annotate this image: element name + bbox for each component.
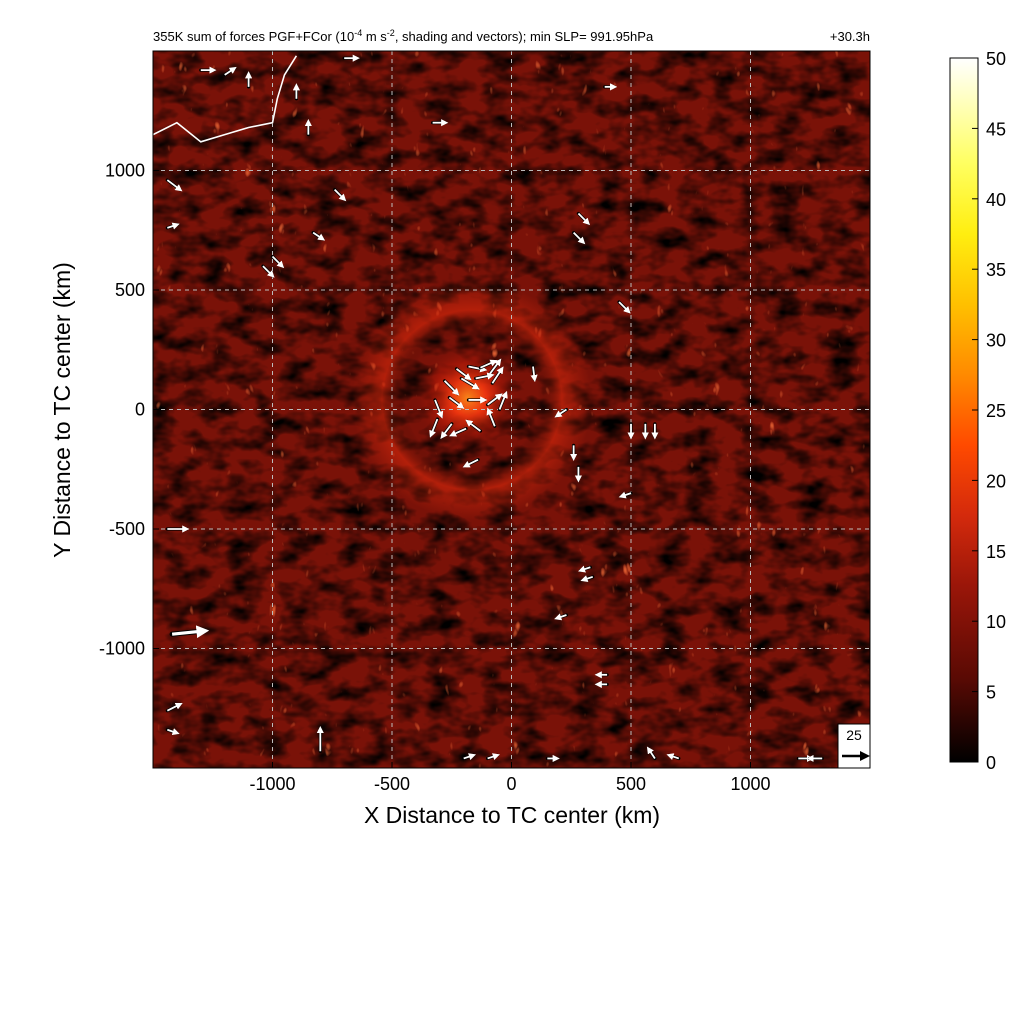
force-vector (465, 419, 481, 432)
force-vector (463, 753, 477, 761)
reference-vector-label: 25 (846, 727, 862, 743)
force-vector (429, 418, 439, 438)
force-vector (580, 575, 594, 583)
force-vector (460, 377, 480, 390)
y-tick-label: 0 (135, 400, 145, 420)
x-axis: -1000 -500 0 500 1000 (249, 762, 771, 794)
force-vector (171, 625, 210, 639)
colorbar-tick-label: 20 (986, 471, 1006, 491)
force-vector (262, 265, 275, 278)
colorbar-tick-label: 25 (986, 401, 1006, 421)
y-tick-label: 1000 (105, 161, 145, 181)
colorbar-tick-label: 50 (986, 49, 1006, 69)
force-vector (491, 366, 504, 384)
force-vector (618, 301, 631, 314)
force-vector (498, 390, 508, 410)
colorbar-ticks: 0 5 10 15 20 25 30 35 40 45 50 (972, 49, 1006, 773)
chart-title: 355K sum of forces PGF+FCor (10-4 m s-2,… (153, 28, 654, 44)
y-tick-label: -500 (109, 519, 145, 539)
y-tick-label: 500 (115, 280, 145, 300)
colorbar-tick-label: 10 (986, 612, 1006, 632)
x-tick-label: 500 (616, 774, 646, 794)
y-tick-label: -1000 (99, 639, 145, 659)
force-vector (480, 359, 498, 369)
force-vector (166, 702, 183, 712)
colorbar: 0 5 10 15 20 25 30 35 40 45 50 (949, 49, 1006, 773)
colorbar-tick-label: 40 (986, 190, 1006, 210)
force-vector (224, 66, 237, 76)
x-tick-label: -500 (374, 774, 410, 794)
vector-layer (165, 54, 824, 763)
y-axis-label: Y Distance to TC center (km) (49, 262, 75, 558)
y-axis: -1000 -500 0 500 1000 (99, 161, 159, 659)
force-vector (577, 212, 591, 226)
force-vector (618, 491, 632, 499)
force-vector (554, 613, 567, 621)
white-contour (153, 55, 298, 143)
force-vector (646, 746, 656, 759)
force-vector (468, 365, 488, 373)
force-vector (487, 393, 503, 406)
force-vector (434, 399, 444, 419)
force-vector (271, 255, 285, 269)
force-vector (462, 458, 479, 468)
force-vector (167, 728, 180, 736)
force-vector (573, 232, 586, 245)
colorbar-tick-label: 30 (986, 331, 1006, 351)
white-contour-layer (153, 55, 298, 143)
force-vector (455, 368, 472, 381)
x-axis-label: X Distance to TC center (km) (364, 802, 660, 828)
colorbar-tick-label: 45 (986, 119, 1006, 139)
x-tick-label: -1000 (249, 774, 295, 794)
force-vector (554, 408, 567, 418)
force-vector (487, 753, 500, 761)
force-vector (449, 427, 467, 437)
colorbar-tick-label: 0 (986, 753, 996, 773)
force-vector (475, 372, 495, 380)
force-vector (489, 358, 502, 375)
force-vector (486, 407, 496, 427)
x-tick-label: 1000 (730, 774, 770, 794)
x-tick-label: 0 (506, 774, 516, 794)
force-vector (448, 396, 465, 409)
force-vector (443, 380, 460, 396)
colorbar-tick-label: 5 (986, 683, 996, 703)
force-vector (578, 565, 591, 573)
force-vector (666, 753, 680, 761)
force-vector (167, 222, 180, 230)
force-vector (440, 423, 453, 439)
plot-area (153, 51, 870, 768)
colorbar-tick-label: 35 (986, 260, 1006, 280)
colorbar-tick-label: 15 (986, 542, 1006, 562)
reference-vector-box: 25 (837, 723, 871, 769)
force-vector (530, 366, 538, 383)
force-vector (166, 179, 183, 192)
force-vector (312, 231, 326, 241)
time-label: +30.3h (830, 29, 870, 44)
force-vector (334, 188, 347, 202)
